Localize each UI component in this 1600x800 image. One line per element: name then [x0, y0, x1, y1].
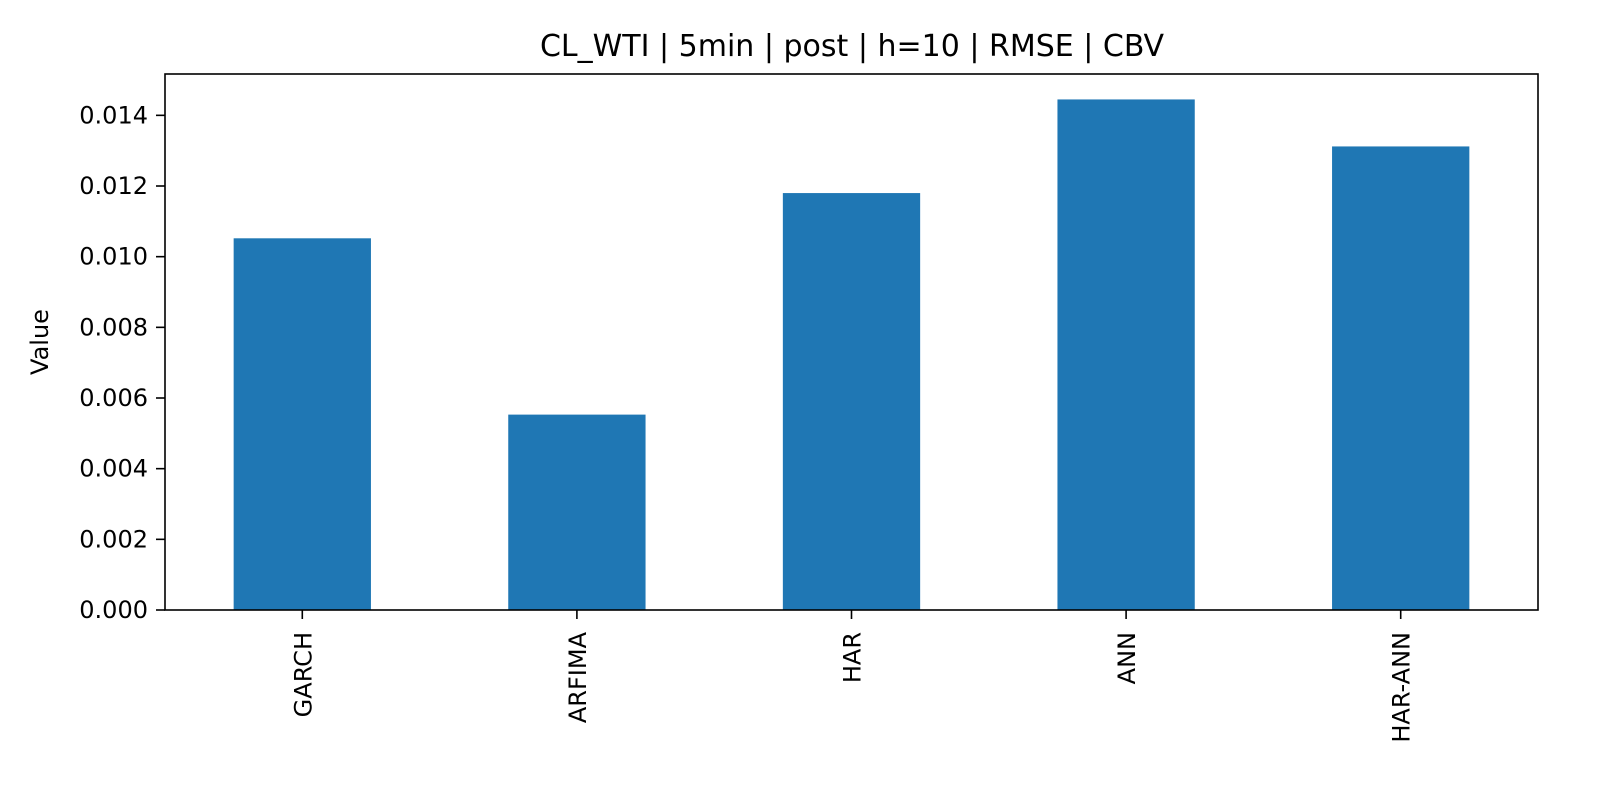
- y-tick-label: 0.004: [79, 455, 148, 483]
- x-tick-label: GARCH: [289, 632, 317, 717]
- plot-frame: [164, 73, 1539, 611]
- x-axis: GARCH ARFIMA HAR ANN HAR-ANN: [289, 610, 1416, 743]
- y-tick-label: 0.012: [79, 172, 148, 200]
- bar-har-ann: [1332, 146, 1470, 610]
- y-tick-label: 0.006: [79, 384, 148, 412]
- bar-har: [782, 193, 921, 611]
- x-tick-label: HAR-ANN: [1388, 632, 1416, 743]
- y-tick-label: 0.000: [79, 596, 148, 624]
- bar-garch: [233, 238, 371, 610]
- bar-arfima: [508, 414, 646, 610]
- y-tick-label: 0.008: [79, 313, 148, 341]
- y-tick-label: 0.010: [79, 243, 148, 271]
- y-tick-label: 0.014: [79, 101, 148, 129]
- bar-ann: [1057, 99, 1195, 610]
- y-tick-label: 0.002: [79, 525, 148, 553]
- chart-title: CL_WTI | 5min | post | h=10 | RMSE | CBV: [540, 29, 1165, 64]
- x-tick-label: HAR: [839, 632, 867, 683]
- bars-group: [233, 99, 1470, 611]
- x-tick-label: ANN: [1113, 632, 1141, 684]
- y-axis-label: Value: [26, 309, 54, 375]
- x-tick-label: ARFIMA: [564, 631, 592, 723]
- y-axis: 0.000 0.002 0.004 0.006 0.008 0.010 0.012 0.014: [79, 101, 165, 624]
